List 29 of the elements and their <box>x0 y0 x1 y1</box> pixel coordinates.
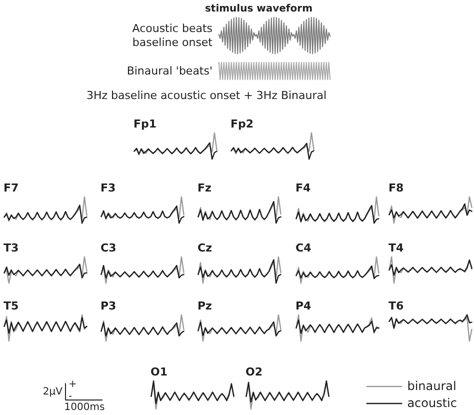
chart-title: O2 <box>246 366 263 378</box>
text: 2µV <box>42 386 63 398</box>
chart-title: F3 <box>100 182 116 194</box>
chart-title: F4 <box>296 182 312 194</box>
chart-title: T5 <box>4 300 19 312</box>
y-axis-title: Acoustic beats baseline onset <box>132 22 214 49</box>
chart-title: P3 <box>100 300 116 312</box>
chart-title: Cz <box>198 242 212 254</box>
chart-title: stimulus waveform <box>204 4 313 14</box>
chart-title: F8 <box>388 182 404 194</box>
chart-title: F7 <box>4 182 19 194</box>
y-axis-title: Binaural 'beats' <box>126 64 212 78</box>
chart-title: T4 <box>388 242 404 254</box>
text: + <box>68 379 77 390</box>
chart-title: O1 <box>150 366 168 378</box>
chart-title: T3 <box>4 242 19 254</box>
chart-title: C4 <box>296 242 312 254</box>
text: 3Hz baseline acoustic onset + 3Hz Binaural <box>86 89 327 102</box>
chart-title: Fp1 <box>134 118 157 130</box>
legend-label: acoustic <box>407 396 457 410</box>
text: 1000ms <box>64 402 105 413</box>
chart-title: Fz <box>198 182 212 194</box>
chart-title: Pz <box>198 300 212 312</box>
chart-title: P4 <box>296 300 312 312</box>
chart-title: C3 <box>100 242 116 254</box>
chart-title: Fp2 <box>230 118 254 130</box>
text: - <box>68 391 72 402</box>
chart-title: T6 <box>388 300 404 312</box>
legend-label: binaural <box>407 379 456 393</box>
